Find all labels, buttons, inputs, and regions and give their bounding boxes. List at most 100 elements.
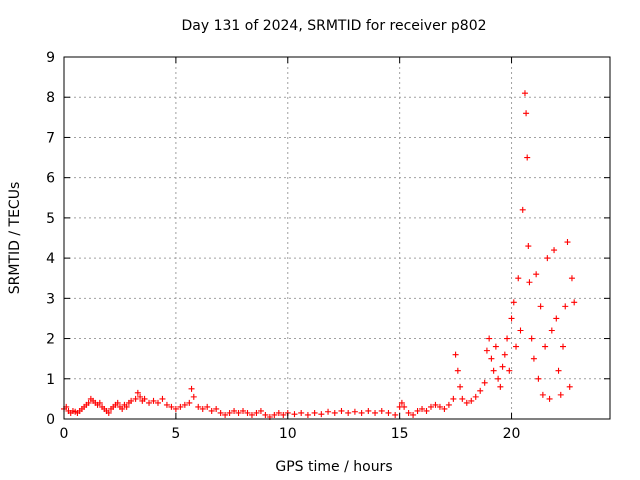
- data-point: [248, 411, 255, 418]
- data-point: [542, 343, 549, 350]
- data-point: [553, 315, 560, 322]
- data-point: [114, 399, 121, 406]
- data-point: [510, 299, 517, 306]
- data-point: [414, 407, 421, 414]
- data-point: [488, 355, 495, 362]
- x-tick-label: 5: [171, 426, 180, 442]
- data-point: [141, 395, 148, 402]
- y-tick-label: 2: [46, 332, 55, 348]
- data-point: [571, 299, 578, 306]
- data-point: [472, 393, 479, 400]
- y-tick-label: 5: [46, 211, 55, 227]
- grid-lines: [64, 57, 610, 419]
- data-point: [454, 367, 461, 374]
- data-point: [568, 275, 575, 282]
- data-point: [351, 408, 358, 415]
- y-tick-label: 9: [46, 50, 55, 66]
- data-point: [159, 395, 166, 402]
- x-tick-label: 0: [60, 426, 69, 442]
- x-tick-label: 20: [503, 426, 521, 442]
- y-tick-label: 0: [46, 412, 55, 428]
- data-point: [490, 367, 497, 374]
- x-axis-ticks: 0 5 10 15 20: [60, 57, 521, 442]
- data-point: [372, 409, 379, 416]
- data-point: [177, 403, 184, 410]
- data-point: [544, 255, 551, 262]
- data-point: [526, 279, 533, 286]
- data-point: [513, 343, 520, 350]
- data-point: [521, 90, 528, 97]
- data-point: [325, 408, 332, 415]
- y-tick-label: 1: [46, 372, 55, 388]
- data-point: [186, 399, 193, 406]
- data-point: [280, 411, 287, 418]
- data-point: [501, 351, 508, 358]
- data-marks: [61, 90, 578, 420]
- data-point: [85, 399, 92, 406]
- y-tick-label: 3: [46, 291, 55, 307]
- data-point: [506, 367, 513, 374]
- data-point: [217, 409, 224, 416]
- data-point: [154, 399, 161, 406]
- data-point: [244, 409, 251, 416]
- data-point: [378, 407, 385, 414]
- data-point: [557, 391, 564, 398]
- data-point: [123, 403, 130, 410]
- data-point: [345, 409, 352, 416]
- data-point: [423, 407, 430, 414]
- data-point: [181, 401, 188, 408]
- data-point: [405, 409, 412, 416]
- data-point: [427, 403, 434, 410]
- data-point: [495, 375, 502, 382]
- data-point: [524, 154, 531, 161]
- data-point: [436, 403, 443, 410]
- data-point: [190, 393, 197, 400]
- data-point: [508, 315, 515, 322]
- data-point: [463, 399, 470, 406]
- y-axis-ticks: 0 1 2 3 4 5 6 7 8 9: [46, 50, 610, 428]
- data-point: [477, 387, 484, 394]
- data-point: [486, 335, 493, 342]
- data-point: [483, 347, 490, 354]
- data-point: [291, 411, 298, 418]
- data-point: [564, 239, 571, 246]
- data-point: [457, 383, 464, 390]
- data-point: [132, 395, 139, 402]
- data-point: [515, 275, 522, 282]
- data-point: [566, 383, 573, 390]
- data-point: [441, 405, 448, 412]
- data-point: [311, 409, 318, 416]
- data-point: [459, 395, 466, 402]
- data-point: [318, 411, 325, 418]
- data-point: [338, 407, 345, 414]
- data-point: [401, 403, 408, 410]
- data-point: [240, 407, 247, 414]
- data-point: [150, 397, 157, 404]
- data-point: [499, 363, 506, 370]
- y-tick-label: 4: [46, 251, 55, 267]
- data-point: [188, 385, 195, 392]
- data-point: [257, 407, 264, 414]
- y-tick-label: 6: [46, 171, 55, 187]
- data-point: [253, 409, 260, 416]
- data-point: [226, 409, 233, 416]
- data-point: [119, 405, 126, 412]
- data-point: [146, 399, 153, 406]
- data-point: [134, 389, 141, 396]
- data-point: [213, 405, 220, 412]
- y-tick-label: 7: [46, 130, 55, 146]
- data-point: [432, 401, 439, 408]
- x-axis-label: GPS time / hours: [275, 459, 392, 475]
- y-axis-label: SRMTID / TECUs: [7, 182, 23, 295]
- data-point: [452, 351, 459, 358]
- data-point: [172, 405, 179, 412]
- data-point: [392, 411, 399, 418]
- data-point: [481, 379, 488, 386]
- data-point: [468, 397, 475, 404]
- y-tick-label: 8: [46, 90, 55, 106]
- data-point: [208, 407, 215, 414]
- data-point: [195, 403, 202, 410]
- data-point: [235, 409, 242, 416]
- data-point: [331, 409, 338, 416]
